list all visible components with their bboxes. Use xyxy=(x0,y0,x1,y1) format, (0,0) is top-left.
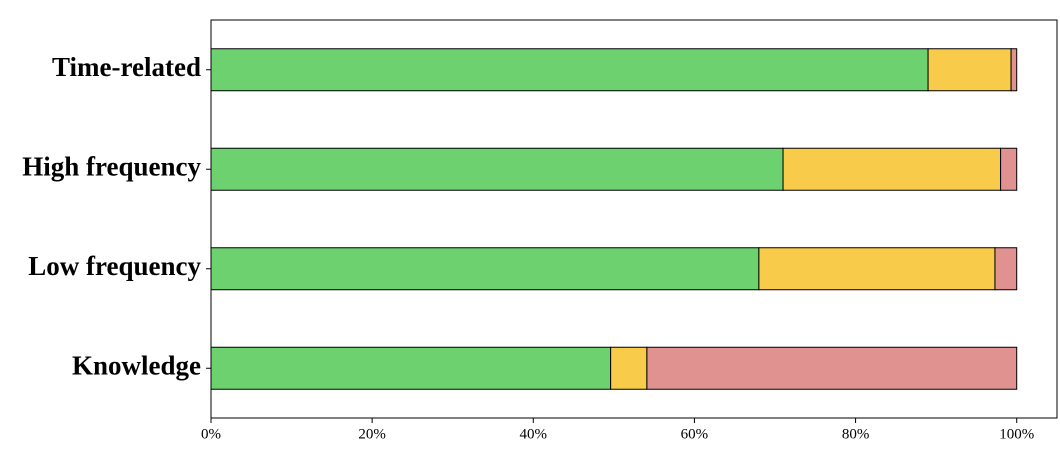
y-tick-label: High frequency xyxy=(22,151,201,181)
bar-segment xyxy=(210,247,760,291)
x-tick-label: 100% xyxy=(999,426,1034,442)
bar-segment xyxy=(210,147,784,191)
y-tick-label: Knowledge xyxy=(72,350,201,380)
bar-segment xyxy=(1010,48,1018,92)
x-tick-label: 20% xyxy=(358,426,386,442)
bar-segment xyxy=(210,346,612,390)
bar-segment xyxy=(1000,147,1018,191)
y-tick-label: Low frequency xyxy=(28,251,201,281)
plot-frame xyxy=(210,19,1058,419)
bar-segment xyxy=(927,48,1012,92)
bar-segment xyxy=(610,346,648,390)
bar-segment xyxy=(782,147,1002,191)
y-tick-label: Time-related xyxy=(52,52,201,82)
bar-segment xyxy=(994,247,1018,291)
bar-segment xyxy=(646,346,1018,390)
x-tick-label: 60% xyxy=(681,426,709,442)
bar-segment xyxy=(758,247,996,291)
x-tick-label: 80% xyxy=(842,426,870,442)
x-tick-label: 40% xyxy=(520,426,548,442)
x-tick-label: 0% xyxy=(201,426,221,442)
bar-segment xyxy=(210,48,929,92)
